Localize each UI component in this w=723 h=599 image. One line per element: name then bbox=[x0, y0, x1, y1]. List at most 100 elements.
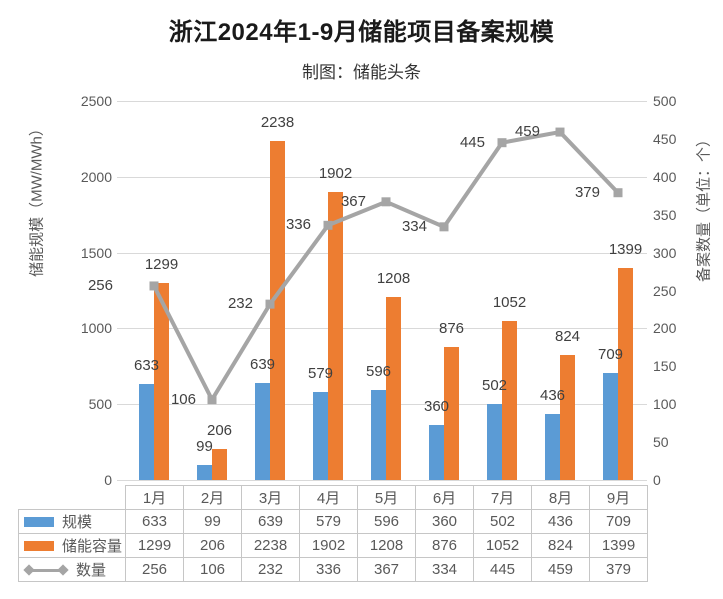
count-line-marker-5月 bbox=[381, 197, 391, 207]
chart-subtitle: 制图：储能头条 bbox=[302, 63, 421, 82]
table-value-count-1月: 256 bbox=[125, 557, 184, 582]
bar-scale-6月 bbox=[429, 425, 444, 480]
line-label-count-6月: 334 bbox=[401, 217, 427, 235]
bar-capacity-9月 bbox=[618, 267, 633, 480]
table-month-header: 1月 bbox=[125, 485, 184, 510]
right-axis-tick: 250 bbox=[653, 282, 677, 299]
table-corner-blank bbox=[19, 486, 126, 510]
bar-label-scale-4月: 579 bbox=[307, 365, 334, 383]
bar-capacity-6月 bbox=[444, 347, 459, 480]
plot-area: 633 99 639 579 596 360 502 436 709 1299 206 2238 190… bbox=[88, 101, 647, 481]
table-row-scale: 规模 633 99 639 579 596 360 502 436 709 bbox=[18, 509, 648, 534]
table-month-header: 3月 bbox=[241, 485, 300, 510]
table-value-capacity-1月: 1299 bbox=[125, 533, 184, 558]
bar-label-capacity-1月: 1299 bbox=[144, 256, 179, 274]
bar-capacity-1月 bbox=[154, 283, 169, 480]
table-value-capacity-9月: 1399 bbox=[589, 533, 648, 558]
legend-label-count: 数量 bbox=[76, 562, 107, 579]
bar-scale-1月 bbox=[139, 384, 154, 480]
bar-label-scale-2月: 99 bbox=[196, 437, 213, 455]
table-value-count-6月: 334 bbox=[415, 557, 474, 582]
table-row-capacity: 储能容量 1299 206 2238 1902 1208 876 1052 824 1399 bbox=[18, 533, 648, 558]
line-label-count-3月: 232 bbox=[227, 295, 253, 313]
line-label-count-4月: 336 bbox=[285, 216, 311, 234]
chart-title: 浙江2024年1-9月储能项目备案规模 bbox=[168, 19, 555, 46]
bar-label-capacity-6月: 876 bbox=[438, 320, 465, 338]
count-line-marker-9月 bbox=[613, 188, 623, 198]
bar-label-scale-9月: 709 bbox=[597, 345, 624, 363]
bar-scale-5月 bbox=[371, 389, 386, 480]
count-line-marker-3月 bbox=[265, 299, 275, 309]
left-axis-tick: 2000 bbox=[80, 168, 112, 185]
table-value-capacity-6月: 876 bbox=[415, 533, 474, 558]
count-line-marker-4月 bbox=[323, 220, 333, 230]
table-value-scale-3月: 639 bbox=[241, 509, 300, 534]
table-value-scale-6月: 360 bbox=[415, 509, 474, 534]
table-value-scale-5月: 596 bbox=[357, 509, 416, 534]
legend-item-count: 数量 bbox=[18, 557, 126, 582]
table-value-scale-4月: 579 bbox=[299, 509, 358, 534]
table-value-scale-2月: 99 bbox=[183, 509, 242, 534]
bar-scale-8月 bbox=[545, 413, 560, 480]
table-row-count: 数量 256 106 232 336 367 334 445 459 379 bbox=[18, 557, 648, 582]
left-axis-tick: 1000 bbox=[80, 320, 112, 337]
bar-label-capacity-8月: 824 bbox=[554, 328, 581, 346]
right-axis-tick: 450 bbox=[653, 130, 677, 147]
left-axis-tick: 500 bbox=[88, 396, 112, 413]
count-line-marker-1月 bbox=[149, 281, 159, 291]
table-value-capacity-5月: 1208 bbox=[357, 533, 416, 558]
bar-label-capacity-5月: 1208 bbox=[376, 269, 411, 287]
table-month-header: 8月 bbox=[531, 485, 590, 510]
capacity-swatch-icon bbox=[24, 540, 54, 551]
legend-label-capacity: 储能容量 bbox=[62, 538, 123, 555]
line-label-count-7月: 445 bbox=[459, 133, 485, 151]
table-value-scale-7月: 502 bbox=[473, 509, 532, 534]
gridline bbox=[117, 252, 647, 254]
table-month-header: 5月 bbox=[357, 485, 416, 510]
right-axis-tick: 350 bbox=[653, 206, 677, 223]
bar-scale-4月 bbox=[313, 392, 328, 480]
bar-label-scale-8月: 436 bbox=[539, 386, 566, 404]
right-axis-tick: 400 bbox=[653, 168, 677, 185]
bar-capacity-8月 bbox=[560, 355, 575, 480]
table-value-count-5月: 367 bbox=[357, 557, 416, 582]
data-table: 1月 2月 3月 4月 5月 6月 7月 8月 9月 规模 633 99 639 579 596 360 502… bbox=[18, 485, 648, 582]
count-line-marker-6月 bbox=[439, 222, 449, 232]
left-axis-tick: 1500 bbox=[80, 244, 112, 261]
legend-item-capacity: 储能容量 bbox=[18, 533, 126, 558]
right-axis-tick: 200 bbox=[653, 320, 677, 337]
table-value-capacity-7月: 1052 bbox=[473, 533, 532, 558]
bar-scale-2月 bbox=[197, 465, 212, 480]
table-value-count-8月: 459 bbox=[531, 557, 590, 582]
table-value-count-2月: 106 bbox=[183, 557, 242, 582]
line-label-count-8月: 459 bbox=[514, 123, 540, 141]
bar-label-capacity-7月: 1052 bbox=[492, 293, 527, 311]
legend-item-scale: 规模 bbox=[18, 509, 126, 534]
right-axis-tick: 100 bbox=[653, 396, 677, 413]
table-value-capacity-4月: 1902 bbox=[299, 533, 358, 558]
bar-label-scale-5月: 596 bbox=[365, 362, 392, 380]
table-value-count-7月: 445 bbox=[473, 557, 532, 582]
table-value-count-9月: 379 bbox=[589, 557, 648, 582]
count-line-marker-7月 bbox=[497, 138, 507, 148]
bar-label-scale-7月: 502 bbox=[481, 376, 508, 394]
scale-swatch-icon bbox=[24, 516, 54, 527]
count-line-icon bbox=[23, 563, 69, 576]
left-axis-tick: 0 bbox=[104, 472, 112, 488]
line-label-count-1月: 256 bbox=[87, 276, 113, 294]
left-axis-tick: 2500 bbox=[80, 93, 112, 109]
table-value-scale-8月: 436 bbox=[531, 509, 590, 534]
count-line-marker-2月 bbox=[207, 395, 217, 405]
gridline bbox=[117, 480, 647, 481]
bar-scale-3月 bbox=[255, 383, 270, 480]
bar-label-capacity-4月: 1902 bbox=[318, 164, 353, 182]
bar-capacity-7月 bbox=[502, 320, 517, 480]
left-axis-title: 储能规模（MW/MWh） bbox=[28, 121, 46, 277]
table-month-header: 9月 bbox=[589, 485, 648, 510]
right-axis-tick: 500 bbox=[653, 93, 677, 109]
table-value-scale-9月: 709 bbox=[589, 509, 648, 534]
right-axis-tick: 300 bbox=[653, 244, 677, 261]
bar-capacity-4月 bbox=[328, 191, 343, 480]
table-value-capacity-8月: 824 bbox=[531, 533, 590, 558]
